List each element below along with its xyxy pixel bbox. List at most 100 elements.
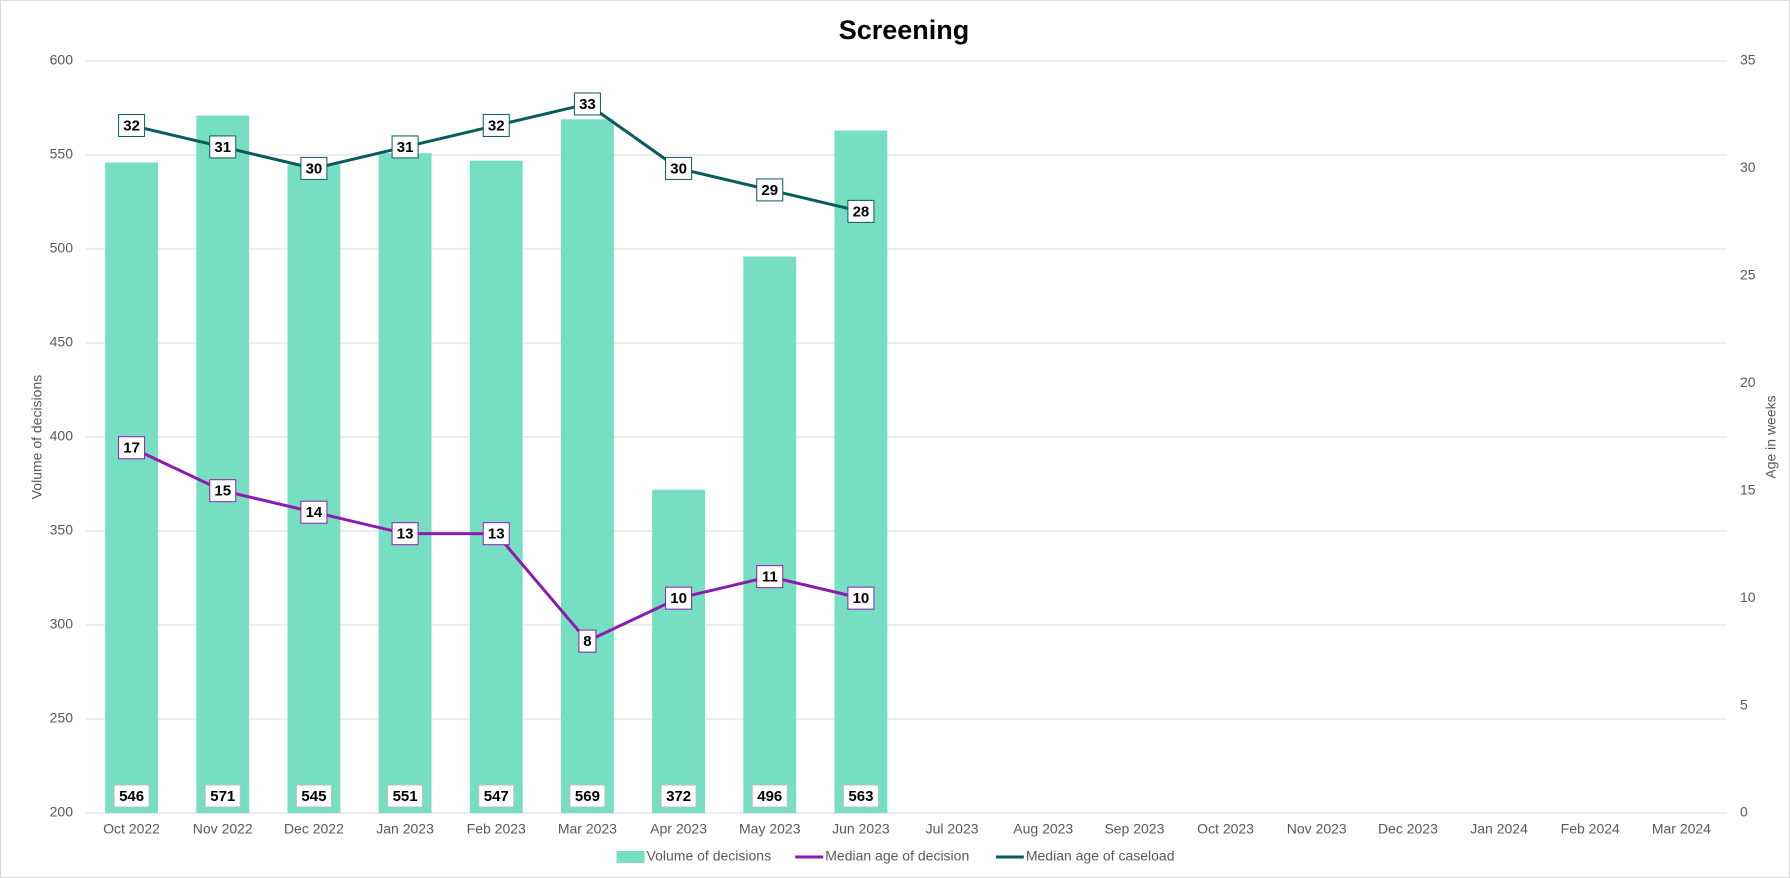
bar-data-label: 569: [575, 788, 600, 805]
bar: [560, 119, 614, 813]
y2-tick-label: 25: [1740, 267, 1756, 283]
line-data-label-box: [209, 135, 237, 159]
x-tick-label: Apr 2023: [650, 821, 707, 837]
x-tick-label: Mar 2023: [558, 821, 617, 837]
x-tick-label: Jul 2023: [926, 821, 979, 837]
line-data-label-box: [300, 500, 328, 524]
bar-data-label: 546: [119, 788, 144, 805]
bar: [469, 160, 523, 813]
bar-data-label-box: [204, 784, 241, 808]
bar-data-label-box: [660, 784, 697, 808]
bar-data-label-box: [569, 784, 606, 808]
line-data-label: 32: [123, 117, 140, 134]
legend-label: Volume of decisions: [647, 848, 772, 864]
y-tick-label: 350: [50, 522, 74, 538]
bar-data-label-box: [478, 784, 515, 808]
x-tick-label: Aug 2023: [1013, 821, 1073, 837]
line-data-label: 8: [583, 633, 591, 650]
y2-tick-label: 15: [1740, 481, 1756, 497]
x-tick-label: Dec 2022: [284, 821, 344, 837]
bar: [743, 256, 797, 813]
x-tick-label: Mar 2024: [1652, 821, 1711, 837]
bar: [196, 115, 250, 813]
x-tick-label: Dec 2023: [1378, 821, 1438, 837]
bar-data-label-box: [113, 784, 150, 808]
y-tick-label: 550: [50, 146, 74, 162]
y-tick-label: 600: [50, 52, 74, 68]
bar: [834, 130, 888, 813]
line-data-label-box: [665, 586, 693, 610]
y-axis-label: Volume of decisions: [29, 375, 45, 500]
x-tick-label: Jan 2023: [376, 821, 434, 837]
line-data-label-box: [665, 156, 693, 180]
line-data-label: 28: [853, 203, 870, 220]
y2-tick-label: 0: [1740, 804, 1748, 820]
x-tick-label: Feb 2024: [1561, 821, 1620, 837]
legend-label: Median age of caseload: [1026, 848, 1175, 864]
bar-data-label: 496: [757, 788, 782, 805]
bar: [378, 153, 432, 813]
line-data-label: 31: [397, 139, 414, 156]
line-data-label-box: [756, 178, 784, 202]
y2-tick-label: 20: [1740, 374, 1756, 390]
bar-data-label: 563: [848, 788, 873, 805]
x-tick-label: Jun 2023: [832, 821, 890, 837]
line-data-label: 11: [762, 569, 778, 586]
bar-data-label-box: [842, 784, 879, 808]
line-data-label-box: [756, 565, 784, 589]
line-data-label-box: [482, 113, 510, 137]
line-data-label-box: [300, 156, 328, 180]
y2-tick-label: 35: [1740, 52, 1756, 68]
bar: [287, 164, 341, 813]
bar: [652, 489, 706, 813]
bar-data-label: 372: [666, 788, 691, 805]
y-tick-label: 250: [50, 710, 74, 726]
line-data-label-box: [482, 522, 510, 546]
line-data-label: 31: [214, 139, 231, 156]
line-data-label-box: [209, 479, 237, 503]
y-tick-label: 400: [50, 428, 74, 444]
y2-tick-label: 10: [1740, 589, 1756, 605]
line-data-label: 13: [397, 526, 414, 543]
x-tick-label: Oct 2023: [1197, 821, 1254, 837]
line-data-label: 30: [670, 160, 687, 177]
y-tick-label: 450: [50, 334, 74, 350]
bar: [105, 162, 159, 813]
x-tick-label: Nov 2022: [193, 821, 253, 837]
line-data-label-box: [118, 113, 146, 137]
bar-data-label-box: [751, 784, 788, 808]
line-data-label-box: [118, 436, 146, 460]
y2-axis-label: Age in weeks: [1763, 395, 1779, 478]
y-tick-label: 200: [50, 804, 74, 820]
line-data-label: 30: [306, 160, 323, 177]
line-data-label-box: [391, 522, 419, 546]
line-data-label-box: [847, 199, 875, 223]
line-data-label-box: [847, 586, 875, 610]
x-tick-label: Jan 2024: [1470, 821, 1528, 837]
bar-data-label: 545: [301, 788, 326, 805]
y-tick-label: 300: [50, 616, 74, 632]
bar-data-label-box: [387, 784, 424, 808]
line-data-label: 33: [579, 96, 596, 113]
line-data-label-box: [578, 629, 597, 653]
y2-tick-label: 30: [1740, 159, 1756, 175]
line-data-label-box: [573, 92, 601, 116]
x-tick-label: Feb 2023: [467, 821, 526, 837]
line-data-label: 32: [488, 117, 505, 134]
chart-title: Screening: [839, 15, 970, 45]
x-tick-label: Nov 2023: [1287, 821, 1347, 837]
bar-data-label: 547: [484, 788, 509, 805]
line-data-label: 15: [214, 483, 231, 500]
line-data-label: 17: [123, 440, 140, 457]
legend-swatch: [616, 851, 645, 863]
x-tick-label: Oct 2022: [103, 821, 160, 837]
bar-data-label: 571: [210, 788, 235, 805]
legend-label: Median age of decision: [825, 848, 969, 864]
bar-data-label-box: [295, 784, 332, 808]
line-data-label: 10: [670, 590, 687, 607]
line-data-label: 13: [488, 526, 505, 543]
line-data-label-box: [391, 135, 419, 159]
line-data-label: 29: [761, 182, 778, 199]
